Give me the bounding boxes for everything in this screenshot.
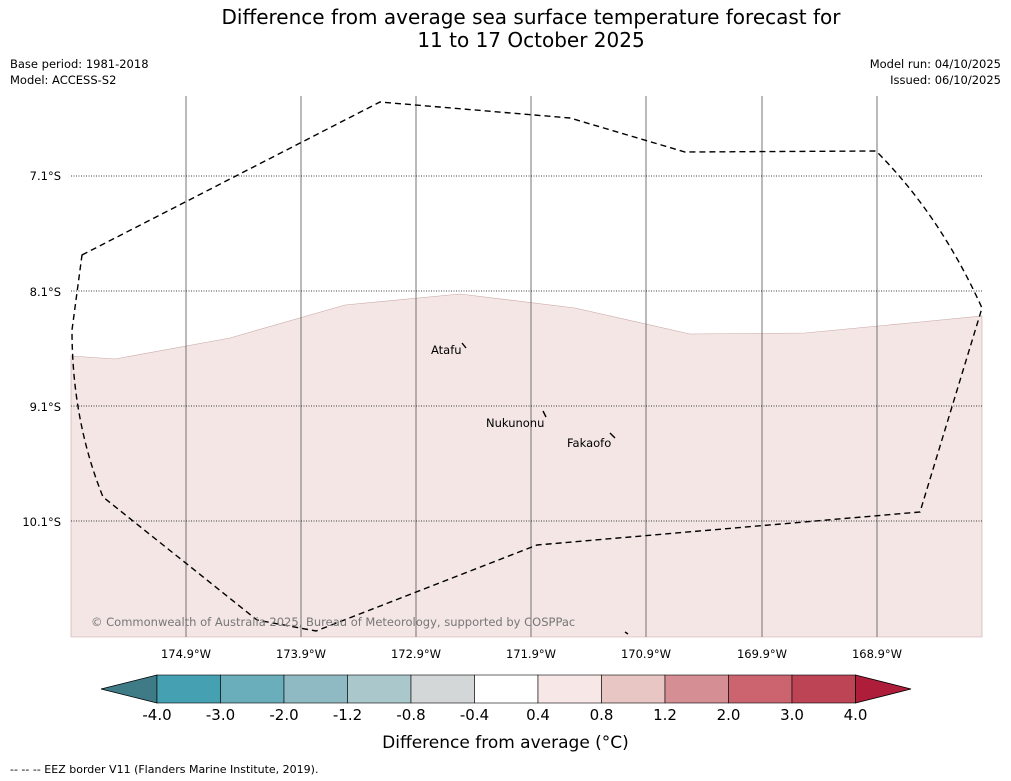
colorbar-tick-label: -0.4 bbox=[460, 706, 489, 724]
nukunonu-island bbox=[542, 410, 547, 418]
lat-label: 8.1°S bbox=[30, 285, 61, 299]
colorbar-extend-high bbox=[855, 674, 912, 704]
anomaly-shade bbox=[70, 293, 983, 638]
islands bbox=[461, 342, 629, 635]
colorbar-swatch bbox=[156, 674, 221, 704]
place-label-fakaofo: Fakaofo bbox=[567, 436, 611, 450]
lat-label: 7.1°S bbox=[30, 169, 61, 183]
eez-border bbox=[71, 101, 983, 632]
colorbar-tick-label: -0.8 bbox=[396, 706, 425, 724]
colorbar-swatch bbox=[474, 674, 539, 704]
colorbar-swatch bbox=[347, 674, 412, 704]
place-label-atafu: Atafu bbox=[431, 343, 462, 357]
colorbar-extend-low bbox=[100, 674, 158, 704]
lon-label: 171.9°W bbox=[506, 647, 556, 661]
issued-date: Issued: 06/10/2025 bbox=[890, 73, 1001, 87]
lon-label: 172.9°W bbox=[391, 647, 441, 661]
atafu-island bbox=[461, 342, 467, 349]
fakaofo-island bbox=[609, 432, 616, 439]
meta-left: Base period: 1981-2018 Model: ACCESS-S2 bbox=[10, 56, 149, 88]
colorbar-swatch bbox=[791, 674, 856, 704]
copyright-text: © Commonwealth of Australia 2025, Bureau… bbox=[91, 615, 575, 629]
colorbar-tick-label: 0.8 bbox=[590, 706, 614, 724]
latitude-gridlines bbox=[71, 175, 982, 522]
place-label-nukunonu: Nukunonu bbox=[486, 416, 544, 430]
colorbar-tick-label: 1.2 bbox=[653, 706, 677, 724]
colorbar-swatch bbox=[410, 674, 475, 704]
base-period: Base period: 1981-2018 bbox=[10, 57, 149, 71]
title-line-2: 11 to 17 October 2025 bbox=[417, 28, 645, 52]
colorbar-tick-label: 4.0 bbox=[844, 706, 868, 724]
meta-right: Model run: 04/10/2025 Issued: 06/10/2025 bbox=[870, 56, 1001, 88]
colorbar-tick-label: 0.4 bbox=[526, 706, 550, 724]
lon-label: 174.9°W bbox=[161, 647, 211, 661]
colorbar-swatch bbox=[664, 674, 729, 704]
colorbar-label: Difference from average (°C) bbox=[382, 733, 629, 753]
colorbar-tick-label: -2.0 bbox=[269, 706, 298, 724]
colorbar-swatch bbox=[283, 674, 348, 704]
colorbar-swatch bbox=[537, 674, 602, 704]
model-name: Model: ACCESS-S2 bbox=[10, 73, 117, 87]
colorbar-swatch bbox=[728, 674, 793, 704]
colorbar-swatch bbox=[601, 674, 666, 704]
lon-label: 173.9°W bbox=[276, 647, 326, 661]
lon-label: 170.9°W bbox=[621, 647, 671, 661]
model-run: Model run: 04/10/2025 bbox=[869, 57, 1001, 71]
colorbar-tick-label: -1.2 bbox=[333, 706, 362, 724]
colorbar-tick-label: 3.0 bbox=[780, 706, 804, 724]
lat-label: 9.1°S bbox=[30, 400, 61, 414]
map-title: Difference from average sea surface temp… bbox=[0, 6, 1011, 52]
colorbar: -4.0 -3.0 -2.0 -1.2 -0.8 -0.4 0.4 0.8 1.2 2.0 3.0 4… bbox=[100, 674, 912, 724]
lon-label: 168.9°W bbox=[852, 647, 902, 661]
colorbar-tick-label: -3.0 bbox=[206, 706, 235, 724]
lat-label: 10.1°S bbox=[22, 515, 61, 529]
colorbar-tick-label: 2.0 bbox=[717, 706, 741, 724]
colorbar-tick-label: -4.0 bbox=[142, 706, 171, 724]
colorbar-swatch bbox=[220, 674, 285, 704]
title-line-1: Difference from average sea surface temp… bbox=[221, 5, 841, 29]
lon-label: 169.9°W bbox=[737, 647, 787, 661]
footnote: -- -- -- EEZ border V11 (Flanders Marine… bbox=[10, 763, 319, 776]
small-island bbox=[624, 631, 629, 635]
